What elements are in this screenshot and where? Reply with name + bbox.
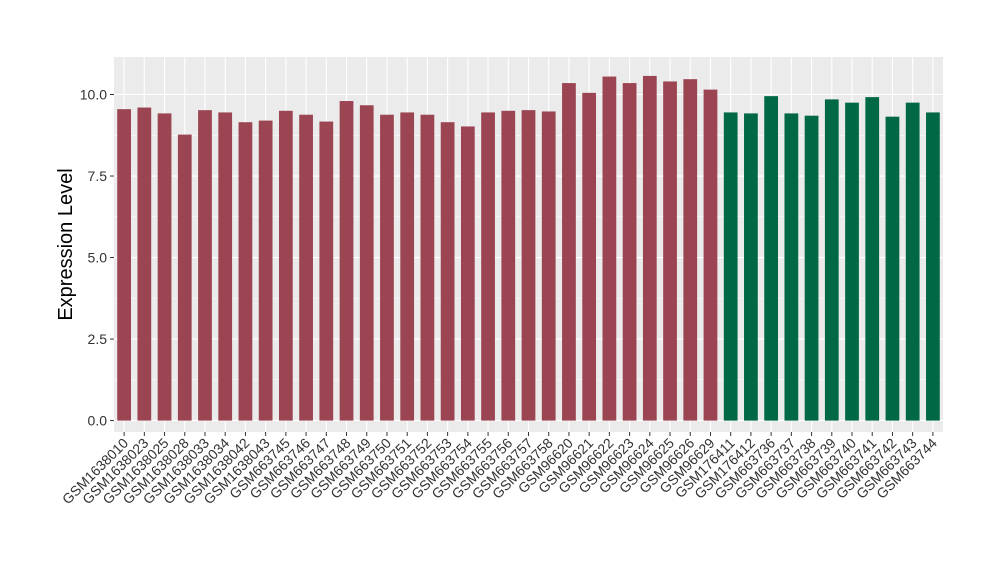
bar-GSM1638033 — [198, 110, 212, 421]
y-axis-title: Expression Level — [55, 168, 77, 320]
x-axis: GSM1638010GSM1638023GSM1638025GSM1638028… — [59, 432, 940, 507]
y-tick-label: 0.0 — [88, 413, 108, 429]
y-axis: 0.0 2.5 5.0 7.5 10.0 — [80, 87, 114, 429]
bar-GSM663737 — [784, 113, 799, 421]
bar-GSM96623 — [622, 83, 637, 421]
bar-GSM96622 — [602, 76, 617, 421]
bar-GSM663744 — [926, 112, 940, 421]
bar-GSM663758 — [541, 111, 556, 421]
bar-GSM1638025 — [157, 113, 172, 421]
bar-GSM1638023 — [137, 107, 152, 421]
bar-GSM663743 — [905, 102, 920, 421]
bar-GSM96620 — [562, 83, 576, 421]
bar-GSM663739 — [824, 99, 839, 421]
bar-GSM176412 — [744, 113, 758, 421]
bar-GSM663754 — [460, 126, 475, 421]
bar-GSM663746 — [299, 114, 313, 421]
bar-GSM1638043 — [258, 120, 273, 421]
bar-GSM96629 — [703, 89, 718, 421]
bar-GSM663751 — [400, 112, 415, 421]
y-tick-label: 2.5 — [88, 331, 108, 347]
y-tick-label: 10.0 — [80, 87, 107, 103]
bar-GSM1638034 — [218, 112, 233, 421]
bar-GSM663750 — [380, 114, 394, 421]
bar-GSM96626 — [683, 79, 698, 421]
bar-GSM663755 — [481, 112, 495, 421]
bar-GSM176411 — [723, 112, 738, 421]
bar-GSM663752 — [420, 114, 435, 421]
bar-GSM663738 — [804, 115, 819, 421]
bar-GSM1638042 — [238, 122, 253, 421]
bar-GSM663749 — [359, 105, 374, 421]
bars — [117, 75, 940, 421]
bar-GSM96625 — [663, 81, 677, 421]
bar-GSM663742 — [885, 116, 900, 421]
bar-GSM1638010 — [117, 109, 131, 421]
bar-GSM663736 — [764, 96, 779, 421]
bar-GSM96624 — [642, 75, 657, 421]
bar-GSM663757 — [521, 110, 536, 421]
bar-GSM663756 — [501, 110, 516, 421]
bar-GSM663753 — [440, 122, 455, 421]
y-tick-label: 7.5 — [88, 168, 108, 184]
bar-GSM1638028 — [177, 134, 192, 421]
bar-GSM663741 — [865, 97, 880, 421]
bar-GSM663745 — [278, 110, 293, 421]
bar-GSM663748 — [339, 101, 354, 421]
bar-GSM663747 — [319, 121, 334, 421]
bar-GSM663740 — [845, 102, 859, 421]
bar-GSM96621 — [582, 92, 597, 421]
y-tick-label: 5.0 — [88, 250, 108, 266]
